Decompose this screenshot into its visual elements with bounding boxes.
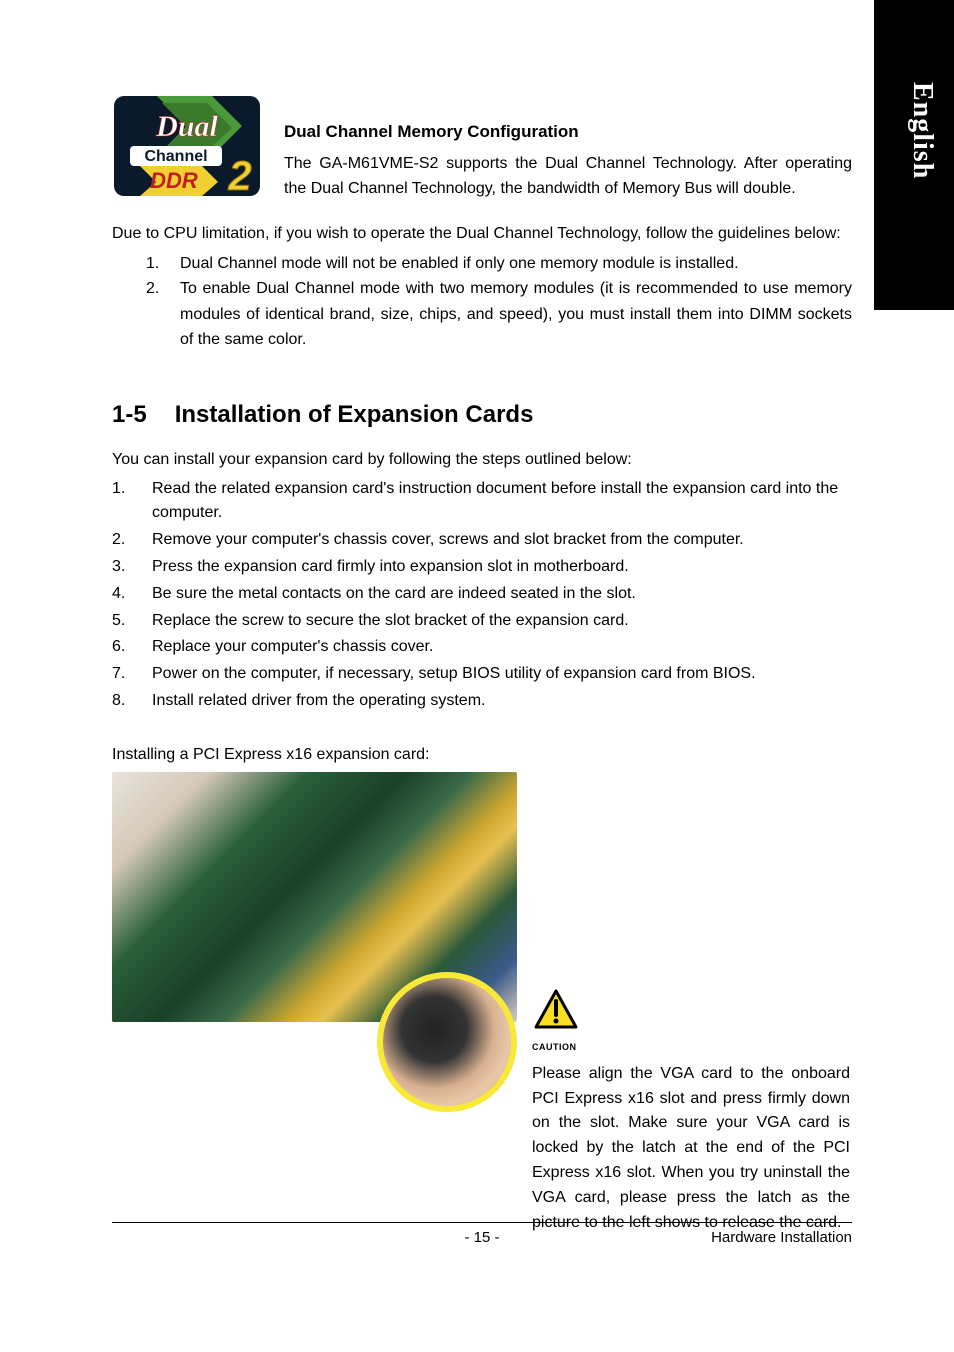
page-number: - 15 - [464,1229,499,1246]
list-item: 4. Be sure the metal contacts on the card… [112,582,852,607]
svg-text:Dual: Dual [155,110,218,143]
list-text: Power on the computer, if necessary, set… [152,662,852,687]
list-number: 5. [112,609,132,634]
list-number: 8. [112,689,132,714]
list-number: 1. [112,477,132,527]
page-body: Dual Channel DDR 2 Dual Channel Memory C… [112,88,852,1132]
caution-text: Please align the VGA card to the onboard… [532,1062,850,1236]
list-text: Dual Channel mode will not be enabled if… [180,251,852,277]
page-footer: - 15 - Hardware Installation [112,1229,852,1246]
dual-channel-heading: Dual Channel Memory Configuration [284,122,852,142]
expansion-intro: You can install your expansion card by f… [112,447,852,473]
list-item: 6. Replace your computer's chassis cover. [112,635,852,660]
caution-icon [532,987,580,1035]
footer-rule [112,1222,852,1223]
dual-channel-text-col: Dual Channel Memory Configuration The GA… [284,88,852,202]
list-text: To enable Dual Channel mode with two mem… [180,276,852,353]
caution-label: CAUTION [532,1042,850,1052]
dual-channel-para: The GA-M61VME-S2 supports the Dual Chann… [284,152,852,202]
list-item: 1. Dual Channel mode will not be enabled… [146,251,852,277]
language-label: English [906,82,938,179]
dual-channel-list: 1. Dual Channel mode will not be enabled… [146,251,852,353]
footer-section: Hardware Installation [711,1229,852,1246]
svg-text:DDR: DDR [150,168,198,193]
list-number: 4. [112,582,132,607]
list-item: 1. Read the related expansion card's inst… [112,477,852,527]
list-number: 2. [146,276,166,353]
list-text: Read the related expansion card's instru… [152,477,852,527]
list-text: Press the expansion card firmly into exp… [152,555,852,580]
list-number: 1. [146,251,166,277]
list-number: 7. [112,662,132,687]
ddr2-logo: Dual Channel DDR 2 [112,88,262,203]
list-number: 3. [112,555,132,580]
list-item: 2. To enable Dual Channel mode with two … [146,276,852,353]
list-item: 3. Press the expansion card firmly into e… [112,555,852,580]
list-text: Install related driver from the operatin… [152,689,852,714]
expansion-steps: 1. Read the related expansion card's inst… [112,477,852,714]
installation-photo-area: CAUTION Please align the VGA card to the… [112,772,852,1132]
list-item: 2. Remove your computer's chassis cover, … [112,528,852,553]
list-number: 6. [112,635,132,660]
expansion-heading: 1-5 Installation of Expansion Cards [112,401,852,429]
pci-express-label: Installing a PCI Express x16 expansion c… [112,746,852,764]
list-item: 7. Power on the computer, if necessary, s… [112,662,852,687]
dual-channel-header-row: Dual Channel DDR 2 Dual Channel Memory C… [112,88,852,203]
section-title: Installation of Expansion Cards [175,401,534,429]
list-text: Replace the screw to secure the slot bra… [152,609,852,634]
svg-text:2: 2 [227,152,251,199]
list-text: Be sure the metal contacts on the card a… [152,582,852,607]
latch-detail-photo [377,972,517,1112]
section-number: 1-5 [112,401,147,429]
dual-channel-intro: Due to CPU limitation, if you wish to op… [112,221,852,247]
list-item: 8. Install related driver from the operat… [112,689,852,714]
caution-block: CAUTION Please align the VGA card to the… [532,987,850,1236]
list-number: 2. [112,528,132,553]
list-text: Replace your computer's chassis cover. [152,635,852,660]
svg-text:Channel: Channel [144,148,207,165]
list-text: Remove your computer's chassis cover, sc… [152,528,852,553]
list-item: 5. Replace the screw to secure the slot b… [112,609,852,634]
